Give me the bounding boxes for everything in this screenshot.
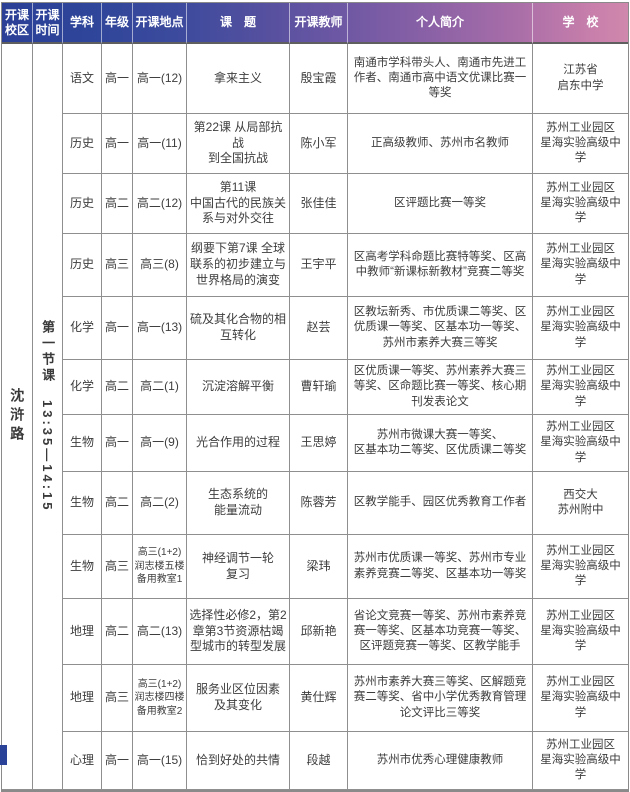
row8-location: 高二(2) xyxy=(133,472,187,535)
row1-topic: 拿来主义 xyxy=(187,44,290,114)
row9-topic: 神经调节一轮 复习 xyxy=(187,535,290,599)
row5-grade: 高一 xyxy=(102,297,133,360)
row4-bio: 区高考学科命题比赛特等奖、区高中教师“新课标新教材”竞赛二等奖 xyxy=(348,234,533,297)
row12-grade: 高一 xyxy=(102,732,133,790)
row1-subject: 语文 xyxy=(63,44,102,114)
row3-topic: 第11课 中国古代的民族关 系与对外交往 xyxy=(187,174,290,234)
row11-location: 高三(1+2) 润志楼四楼 备用教室2 xyxy=(133,665,187,732)
row4-subject: 历史 xyxy=(63,234,102,297)
row3-location: 高二(12) xyxy=(133,174,187,234)
row1-bio: 南通市学科带头人、南通市先进工作者、南通市高中语文优课比赛一等奖 xyxy=(348,44,533,114)
row7-grade: 高一 xyxy=(102,415,133,472)
row3-bio: 区评题比赛一等奖 xyxy=(348,174,533,234)
row2-subject: 历史 xyxy=(63,114,102,174)
row1-location: 高一(12) xyxy=(133,44,187,114)
row6-teacher: 曹轩瑜 xyxy=(290,360,348,415)
row5-bio: 区教坛新秀、市优质课二等奖、区优质课一等奖、区基本功一等奖、苏州市素养大赛三等奖 xyxy=(348,297,533,360)
row4-grade: 高三 xyxy=(102,234,133,297)
row6-location: 高二(1) xyxy=(133,360,187,415)
row8-bio: 区教学能手、园区优秀教育工作者 xyxy=(348,472,533,535)
row6-topic: 沉淀溶解平衡 xyxy=(187,360,290,415)
row7-location: 高一(9) xyxy=(133,415,187,472)
col-header-time: 开课 时间 xyxy=(33,3,63,44)
row12-school: 苏州工业园区 星海实验高级中学 xyxy=(533,732,628,790)
row7-school: 苏州工业园区 星海实验高级中学 xyxy=(533,415,628,472)
col-header-topic: 课 题 xyxy=(187,3,290,44)
row11-bio: 苏州市素养大赛三等奖、区解题竞赛二等奖、省中小学优秀教育管理论文评比三等奖 xyxy=(348,665,533,732)
row1-school: 江苏省 启东中学 xyxy=(533,44,628,114)
row2-location: 高一(11) xyxy=(133,114,187,174)
row4-topic: 纲要下第7课 全球 联系的初步建立与 世界格局的演变 xyxy=(187,234,290,297)
row12-teacher: 段越 xyxy=(290,732,348,790)
col-header-teacher: 开课教师 xyxy=(290,3,348,44)
col-header-campus: 开课 校区 xyxy=(2,3,33,44)
row6-school: 苏州工业园区 星海实验高级中学 xyxy=(533,360,628,415)
row6-bio: 区优质课一等奖、苏州素养大赛三等奖、区命题比赛一等奖、核心期刊发表论文 xyxy=(348,360,533,415)
page-edge-mark xyxy=(0,745,7,765)
row1-grade: 高一 xyxy=(102,44,133,114)
row7-subject: 生物 xyxy=(63,415,102,472)
row3-subject: 历史 xyxy=(63,174,102,234)
col-header-bio: 个人简介 xyxy=(348,3,533,44)
row11-teacher: 黄仕辉 xyxy=(290,665,348,732)
row9-school: 苏州工业园区 星海实验高级中学 xyxy=(533,535,628,599)
row11-subject: 地理 xyxy=(63,665,102,732)
row11-topic: 服务业区位因素 及其变化 xyxy=(187,665,290,732)
row5-school: 苏州工业园区 星海实验高级中学 xyxy=(533,297,628,360)
row10-location: 高二(13) xyxy=(133,599,187,665)
row8-grade: 高二 xyxy=(102,472,133,535)
row11-grade: 高三 xyxy=(102,665,133,732)
row5-subject: 化学 xyxy=(63,297,102,360)
row8-teacher: 陈蓉芳 xyxy=(290,472,348,535)
row3-teacher: 张佳佳 xyxy=(290,174,348,234)
row12-subject: 心理 xyxy=(63,732,102,790)
row10-school: 苏州工业园区 星海实验高级中学 xyxy=(533,599,628,665)
row12-bio: 苏州市优秀心理健康教师 xyxy=(348,732,533,790)
row8-school: 西交大 苏州附中 xyxy=(533,472,628,535)
row3-grade: 高二 xyxy=(102,174,133,234)
row2-topic: 第22课 从局部抗战 到全国抗战 xyxy=(187,114,290,174)
row9-subject: 生物 xyxy=(63,535,102,599)
row12-topic: 恰到好处的共情 xyxy=(187,732,290,790)
row8-subject: 生物 xyxy=(63,472,102,535)
session-label: 第一节课 13:35—14:15 xyxy=(33,44,63,790)
campus-label: 沈浒路 xyxy=(2,44,33,790)
col-header-grade: 年级 xyxy=(102,3,133,44)
row10-teacher: 邱新艳 xyxy=(290,599,348,665)
row6-grade: 高二 xyxy=(102,360,133,415)
row10-bio: 省论文竞赛一等奖、苏州市素养竞赛一等奖、区基本功竞赛一等奖、区评题竞赛一等奖、区… xyxy=(348,599,533,665)
row10-subject: 地理 xyxy=(63,599,102,665)
row1-teacher: 殷宝霞 xyxy=(290,44,348,114)
row2-teacher: 陈小军 xyxy=(290,114,348,174)
row2-grade: 高一 xyxy=(102,114,133,174)
row2-school: 苏州工业园区 星海实验高级中学 xyxy=(533,114,628,174)
row11-school: 苏州工业园区 星海实验高级中学 xyxy=(533,665,628,732)
row9-grade: 高三 xyxy=(102,535,133,599)
row4-location: 高三(8) xyxy=(133,234,187,297)
row7-topic: 光合作用的过程 xyxy=(187,415,290,472)
row8-topic: 生态系统的 能量流动 xyxy=(187,472,290,535)
row10-topic: 选择性必修2，第2 章第3节资源枯竭 型城市的转型发展 xyxy=(187,599,290,665)
row4-teacher: 王宇平 xyxy=(290,234,348,297)
row7-bio: 苏州市微课大赛一等奖、 区基本功二等奖、区优质课二等奖 xyxy=(348,415,533,472)
row5-location: 高一(13) xyxy=(133,297,187,360)
row9-teacher: 梁玮 xyxy=(290,535,348,599)
row5-topic: 硫及其化合物的相 互转化 xyxy=(187,297,290,360)
row5-teacher: 赵芸 xyxy=(290,297,348,360)
row3-school: 苏州工业园区 星海实验高级中学 xyxy=(533,174,628,234)
row10-grade: 高二 xyxy=(102,599,133,665)
row6-subject: 化学 xyxy=(63,360,102,415)
row7-teacher: 王思婷 xyxy=(290,415,348,472)
col-header-location: 开课地点 xyxy=(133,3,187,44)
col-header-subject: 学科 xyxy=(63,3,102,44)
row12-location: 高一(15) xyxy=(133,732,187,790)
row9-location: 高三(1+2) 润志楼五楼 备用教室1 xyxy=(133,535,187,599)
row4-school: 苏州工业园区 星海实验高级中学 xyxy=(533,234,628,297)
row9-bio: 苏州市优质课一等奖、苏州市专业素养竞赛二等奖、区基本功一等奖 xyxy=(348,535,533,599)
col-header-school: 学 校 xyxy=(533,3,628,44)
row2-bio: 正高级教师、苏州市名教师 xyxy=(348,114,533,174)
